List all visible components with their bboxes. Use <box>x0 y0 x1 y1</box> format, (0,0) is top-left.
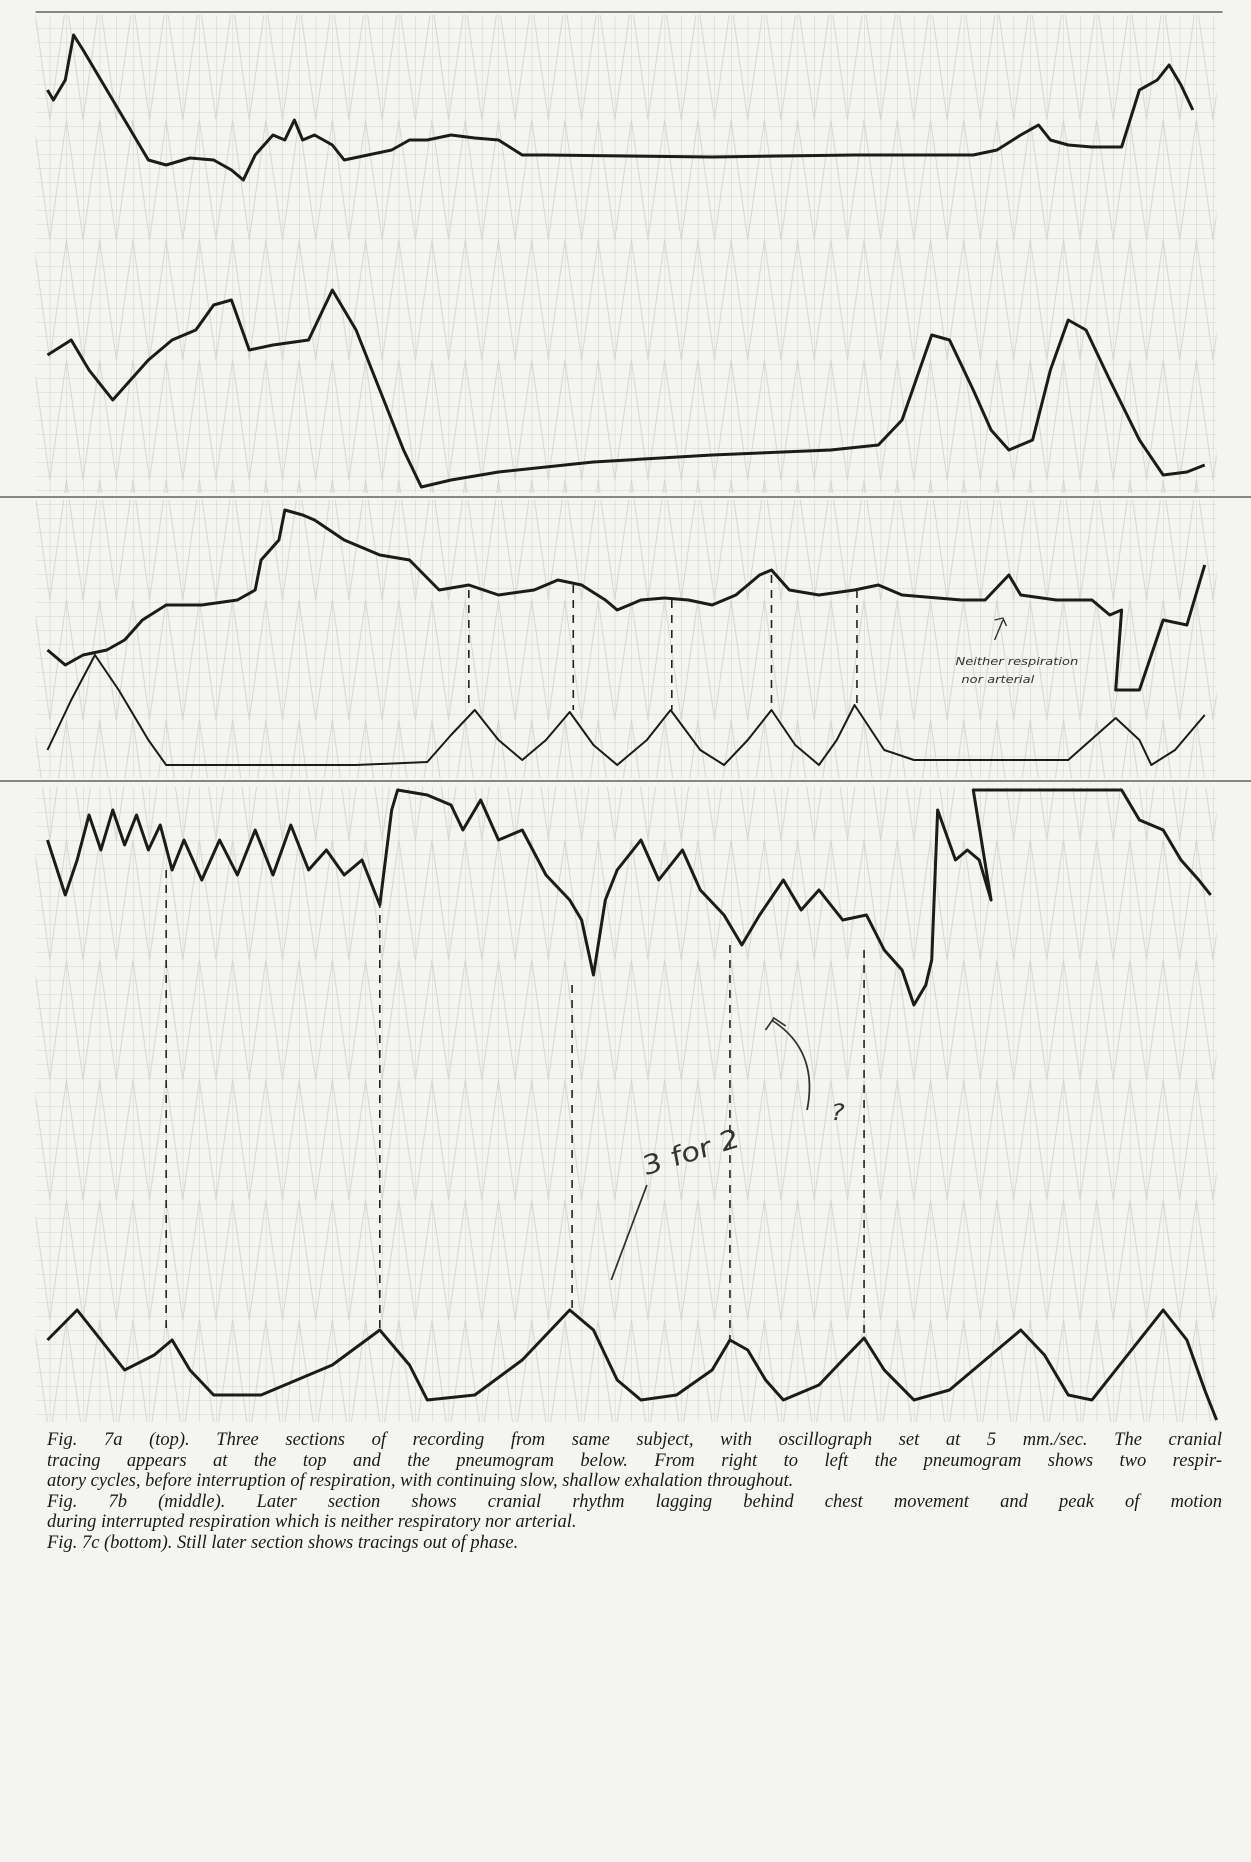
caption-line: Fig. 7c (bottom). Still later section sh… <box>47 1532 519 1553</box>
caption: Fig. 7a (top). Three sections of recordi… <box>47 1430 1222 1554</box>
pneumogram <box>47 290 1204 487</box>
caption-line: Fig. 7b (middle). Later section shows cr… <box>47 1491 1222 1512</box>
panel-b: Neither respiration nor arterial <box>47 510 1204 765</box>
pen-mark <box>610 1016 811 1281</box>
chart-paper <box>0 11 1251 1422</box>
cranial-tracing <box>47 790 1210 1005</box>
caption-line: atory cycles, before interruption of res… <box>47 1471 794 1492</box>
pneumogram <box>47 655 1204 765</box>
caption-line: tracing appears at the top and the pneum… <box>47 1450 1222 1471</box>
cranial-tracing <box>47 35 1192 180</box>
annotation: nor arterial <box>961 673 1035 686</box>
cranial-tracing <box>47 510 1204 690</box>
panel-a <box>47 35 1204 487</box>
caption-line: Fig. 7a (top). Three sections of recordi… <box>47 1430 1222 1450</box>
annotation: ? <box>831 1100 845 1126</box>
pneumogram <box>47 1310 1216 1420</box>
caption-line: during interrupted respiration which is … <box>47 1512 577 1533</box>
annotation: Neither respiration <box>955 655 1078 668</box>
arrow <box>993 617 1008 641</box>
